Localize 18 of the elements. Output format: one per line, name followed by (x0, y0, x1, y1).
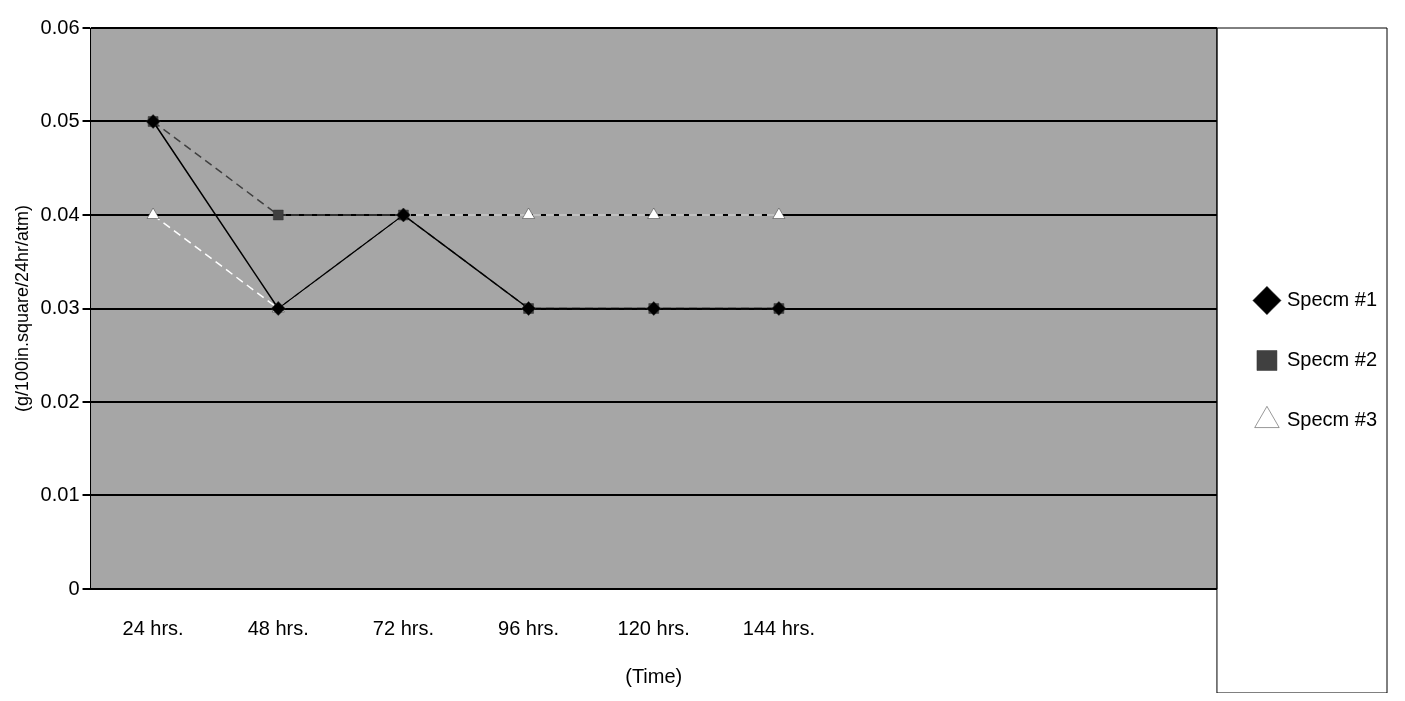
x-axis-title: (Time) (625, 664, 683, 687)
x-tick-label: 120 hrs. (617, 616, 690, 639)
y-tick-label: 0.02 (40, 389, 80, 412)
x-tick-label: 48 hrs. (247, 616, 309, 639)
y-tick-label: 0.06 (40, 15, 80, 38)
x-tick-label: 96 hrs. (498, 616, 560, 639)
y-tick-label: 0.03 (40, 296, 80, 319)
y-tick-label: 0.05 (40, 109, 80, 132)
x-tick-label: 72 hrs. (372, 616, 434, 639)
x-tick-label: 24 hrs. (122, 616, 184, 639)
y-tick-label: 0.01 (40, 483, 80, 506)
legend-label: Specm #2 (1286, 348, 1378, 371)
x-tick-label: 144 hrs. (742, 616, 816, 639)
legend-label: Specm #3 (1286, 408, 1378, 431)
y-tick-label: 0.04 (40, 202, 80, 225)
y-tick-label: 0 (68, 576, 80, 599)
legend-label: Specm #1 (1286, 288, 1378, 311)
y-axis-title: (g/100in.square/24hr/atm) (11, 204, 32, 413)
